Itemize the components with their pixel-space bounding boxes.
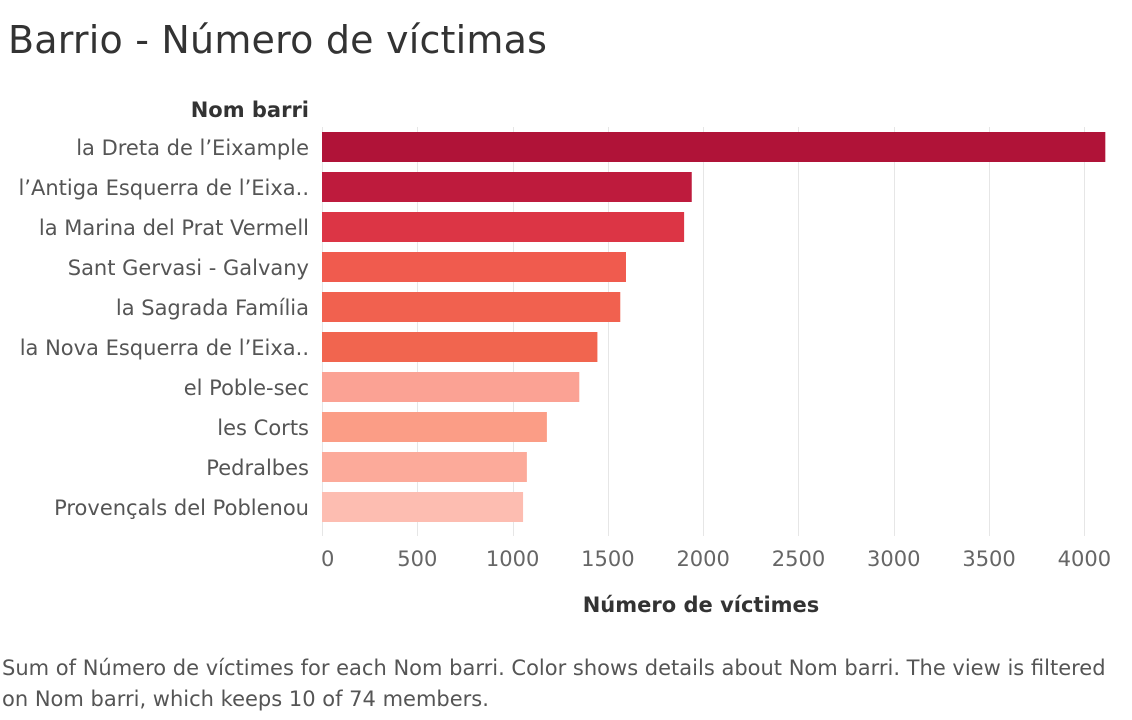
category-label-9: Provençals del Poblenou	[54, 496, 309, 520]
category-label-3: Sant Gervasi - Galvany	[68, 256, 309, 280]
x-tick-label-2: 1000	[486, 547, 539, 571]
bar-6[interactable]	[322, 372, 580, 402]
x-tick-label-4: 2000	[676, 547, 729, 571]
x-tick-label-8: 4000	[1058, 547, 1111, 571]
x-tick-labels: 0 500 1000 1500 2000 2500 3000 3500 4000	[321, 547, 1111, 571]
bars	[322, 132, 1106, 522]
bar-0[interactable]	[322, 132, 1106, 162]
chart-caption: Sum of Número de víctimes for each Nom b…	[2, 656, 1106, 711]
x-tick-label-7: 3500	[962, 547, 1015, 571]
bar-2[interactable]	[322, 212, 685, 242]
x-tick-label-3: 1500	[581, 547, 634, 571]
category-label-8: Pedralbes	[206, 456, 309, 480]
bar-4[interactable]	[322, 292, 621, 322]
category-label-5: la Nova Esquerra de l’Eixa..	[20, 336, 309, 360]
x-tick-label-0: 0	[321, 547, 334, 571]
category-label-7: les Corts	[217, 416, 309, 440]
bar-5[interactable]	[322, 332, 598, 362]
x-tick-label-6: 3000	[867, 547, 920, 571]
x-axis-label: Número de víctimes	[583, 593, 820, 617]
bar-chart: Nom barri la Dreta de l’Eixample l’Antiga…	[18, 98, 1111, 617]
category-header: Nom barri	[191, 98, 309, 122]
category-label-1: l’Antiga Esquerra de l’Eixa..	[18, 176, 309, 200]
x-tick-label-1: 500	[397, 547, 437, 571]
bar-1[interactable]	[322, 172, 692, 202]
bar-9[interactable]	[322, 492, 524, 522]
chart-title: Barrio - Número de víctimas	[8, 18, 548, 62]
bar-8[interactable]	[322, 452, 527, 482]
category-label-0: la Dreta de l’Eixample	[76, 136, 309, 160]
category-label-2: la Marina del Prat Vermell	[39, 216, 309, 240]
category-label-6: el Poble-sec	[184, 376, 309, 400]
bar-3[interactable]	[322, 252, 626, 282]
category-labels: la Dreta de l’Eixample l’Antiga Esquerra …	[18, 136, 309, 520]
x-tick-label-5: 2500	[772, 547, 825, 571]
category-label-4: la Sagrada Família	[116, 296, 309, 320]
bar-7[interactable]	[322, 412, 547, 442]
